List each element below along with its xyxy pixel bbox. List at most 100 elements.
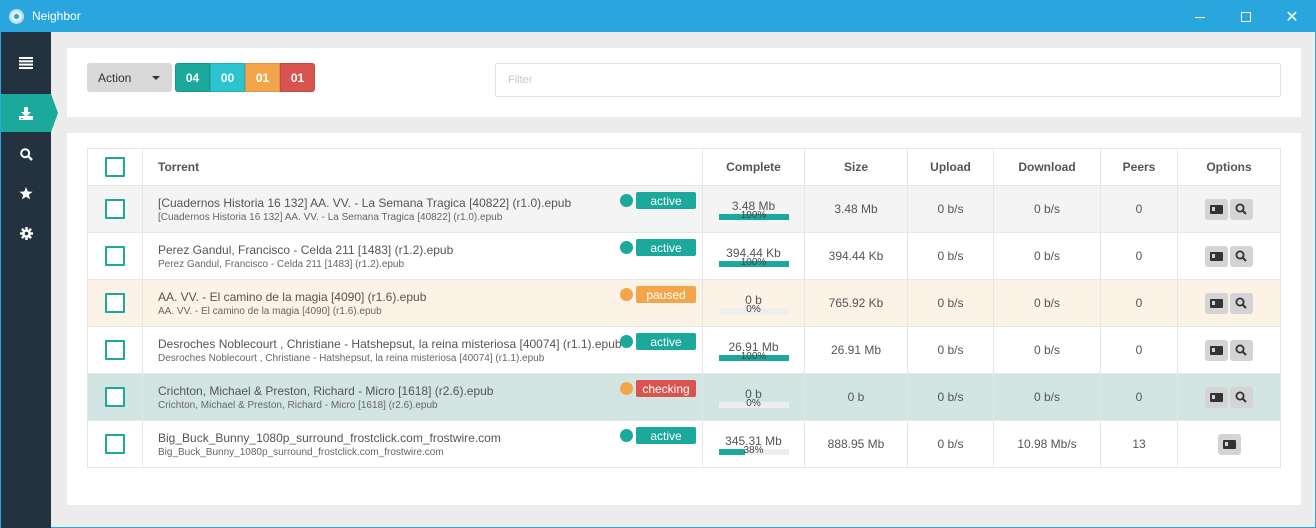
status-badge: active — [636, 333, 696, 350]
status-counts: 04 00 01 01 — [175, 63, 315, 92]
sidebar — [1, 32, 58, 528]
progress-fill — [718, 354, 789, 361]
search-icon — [1235, 297, 1247, 309]
maximize-button[interactable] — [1223, 1, 1269, 32]
torrent-cell: AA. VV. - El camino de la magia [4090] (… — [142, 279, 703, 327]
table-row[interactable]: Big_Buck_Bunny_1080p_surround_frostclick… — [87, 420, 1281, 468]
row-checkbox[interactable] — [105, 293, 125, 313]
count-seeding-badge[interactable]: 00 — [210, 63, 245, 92]
search-icon — [1235, 203, 1247, 215]
options-cell — [1177, 373, 1281, 421]
select-all-checkbox[interactable] — [105, 157, 125, 177]
progress-percent: 100% — [740, 256, 767, 268]
progress-bar: 38% — [718, 445, 789, 456]
search-button[interactable] — [1230, 292, 1253, 314]
sidebar-item-menu[interactable] — [1, 44, 51, 82]
count-paused-badge[interactable]: 01 — [245, 63, 280, 92]
header-size[interactable]: Size — [804, 148, 908, 186]
peers-cell: 0 — [1100, 326, 1178, 374]
peers-cell: 0 — [1100, 279, 1178, 327]
upload-cell: 0 b/s — [907, 373, 994, 421]
action-dropdown-button[interactable]: Action — [87, 63, 172, 92]
status-badge: active — [636, 239, 696, 256]
peers-cell: 0 — [1100, 232, 1178, 280]
status-dot — [620, 335, 633, 348]
progress-bar: 0% — [718, 304, 789, 315]
torrent-file: Perez Gandul, Francisco - Celda 211 [148… — [158, 258, 405, 270]
download-cell: 0 b/s — [993, 232, 1101, 280]
options-cell — [1177, 232, 1281, 280]
header-peers[interactable]: Peers — [1100, 148, 1178, 186]
filter-input[interactable] — [495, 63, 1281, 97]
header-upload[interactable]: Upload — [907, 148, 994, 186]
close-button[interactable]: ✕ — [1269, 1, 1315, 32]
table-row[interactable]: [Cuadernos Historia 16 132] AA. VV. - La… — [87, 185, 1281, 233]
header-torrent[interactable]: Torrent — [142, 148, 703, 186]
progress-bar: 100% — [718, 351, 789, 362]
torrents-table: Torrent Complete Size Upload Download Pe… — [87, 148, 1281, 468]
table-header-row: Torrent Complete Size Upload Download Pe… — [87, 148, 1281, 186]
status-indicator: active — [620, 427, 696, 444]
size-cell: 0 b — [804, 373, 908, 421]
search-button[interactable] — [1230, 386, 1253, 408]
progress-fill — [718, 448, 746, 455]
progress-percent: 100% — [740, 209, 767, 221]
menu-icon — [19, 57, 33, 69]
caret-down-icon — [152, 76, 160, 80]
complete-cell: 0 b 0% — [702, 279, 805, 327]
row-checkbox[interactable] — [105, 434, 125, 454]
size-cell: 394.44 Kb — [804, 232, 908, 280]
status-dot — [620, 382, 633, 395]
progress-percent: 100% — [740, 350, 767, 362]
table-row[interactable]: AA. VV. - El camino de la magia [4090] (… — [87, 279, 1281, 327]
row-checkbox[interactable] — [105, 246, 125, 266]
sidebar-item-downloads[interactable] — [1, 94, 58, 132]
complete-cell: 3.48 Mb 100% — [702, 185, 805, 233]
row-checkbox[interactable] — [105, 340, 125, 360]
download-cell: 0 b/s — [993, 279, 1101, 327]
count-error-badge[interactable]: 01 — [280, 63, 315, 92]
search-button[interactable] — [1230, 245, 1253, 267]
details-card-button[interactable] — [1205, 339, 1228, 361]
row-check-cell — [87, 326, 143, 374]
header-options: Options — [1177, 148, 1281, 186]
row-check-cell — [87, 373, 143, 421]
options-cell — [1177, 420, 1281, 468]
table-row[interactable]: Crichton, Michael & Preston, Richard - M… — [87, 373, 1281, 421]
sidebar-item-settings[interactable] — [1, 214, 51, 252]
search-icon — [1235, 391, 1247, 403]
torrent-cell: Desroches Noblecourt , Christiane - Hats… — [142, 326, 703, 374]
options-cell — [1177, 185, 1281, 233]
header-complete[interactable]: Complete — [702, 148, 805, 186]
search-button[interactable] — [1230, 198, 1253, 220]
search-icon — [1235, 250, 1247, 262]
table-row[interactable]: Perez Gandul, Francisco - Celda 211 [148… — [87, 232, 1281, 280]
upload-cell: 0 b/s — [907, 420, 994, 468]
sidebar-item-favorites[interactable] — [1, 174, 51, 212]
progress-percent: 0% — [746, 303, 761, 315]
download-cell: 10.98 Mb/s — [993, 420, 1101, 468]
complete-cell: 345.31 Mb 38% — [702, 420, 805, 468]
details-card-button[interactable] — [1205, 292, 1228, 314]
minimize-button[interactable] — [1177, 1, 1223, 32]
complete-cell: 0 b 0% — [702, 373, 805, 421]
close-icon: ✕ — [1285, 8, 1299, 26]
row-checkbox[interactable] — [105, 199, 125, 219]
download-cell: 0 b/s — [993, 185, 1101, 233]
torrent-file: Big_Buck_Bunny_1080p_surround_frostclick… — [158, 446, 444, 458]
torrent-file: [Cuadernos Historia 16 132] AA. VV. - La… — [158, 211, 503, 223]
upload-cell: 0 b/s — [907, 232, 994, 280]
sidebar-item-search[interactable] — [1, 135, 51, 173]
table-row[interactable]: Desroches Noblecourt , Christiane - Hats… — [87, 326, 1281, 374]
details-card-button[interactable] — [1205, 386, 1228, 408]
details-card-button[interactable] — [1205, 245, 1228, 267]
search-button[interactable] — [1230, 339, 1253, 361]
count-active-badge[interactable]: 04 — [175, 63, 210, 92]
details-card-button[interactable] — [1205, 198, 1228, 220]
complete-cell: 26.91 Mb 100% — [702, 326, 805, 374]
status-indicator: checking — [620, 380, 696, 397]
header-download[interactable]: Download — [993, 148, 1101, 186]
row-checkbox[interactable] — [105, 387, 125, 407]
status-badge: paused — [636, 286, 696, 303]
details-card-button[interactable] — [1217, 433, 1241, 455]
